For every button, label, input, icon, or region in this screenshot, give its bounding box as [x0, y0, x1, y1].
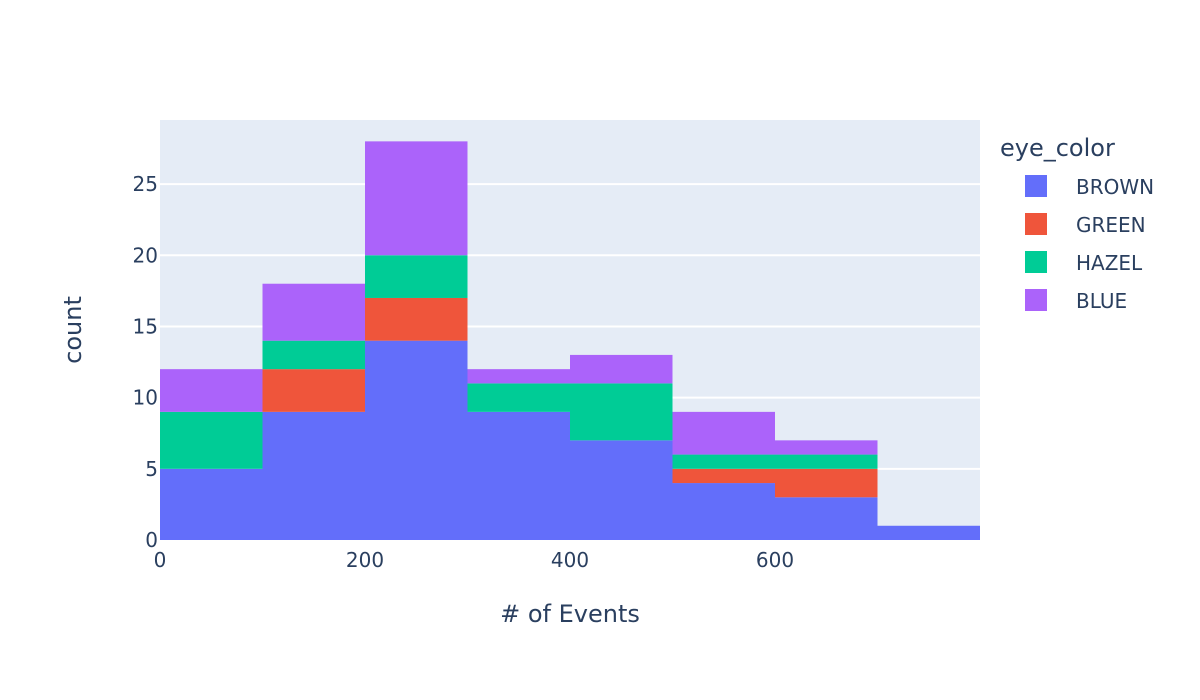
legend-label-green: GREEN — [1076, 213, 1146, 237]
y-tick-label-15: 15 — [133, 314, 158, 338]
bar-hazel-bin-6[interactable] — [775, 454, 878, 469]
bar-blue-bin-2[interactable] — [365, 141, 468, 256]
y-tick-label-25: 25 — [133, 172, 158, 196]
legend-item-blue[interactable]: BLUE — [1025, 289, 1127, 313]
bar-brown-bin-3[interactable] — [467, 411, 571, 540]
bar-blue-bin-6[interactable] — [775, 440, 878, 455]
bar-hazel-bin-5[interactable] — [672, 454, 776, 469]
bar-blue-bin-3[interactable] — [467, 369, 571, 384]
legend-swatch-blue — [1025, 289, 1047, 311]
bars — [160, 141, 980, 540]
bar-green-bin-6[interactable] — [775, 468, 878, 498]
bar-blue-bin-1[interactable] — [262, 283, 366, 341]
y-tick-label-5: 5 — [145, 457, 158, 481]
x-tick-label-0: 0 — [154, 548, 167, 572]
legend-items[interactable]: BROWN GREEN HAZEL BLUE — [1025, 175, 1154, 313]
bar-brown-bin-6[interactable] — [775, 497, 878, 540]
bar-hazel-bin-4[interactable] — [570, 383, 673, 441]
bar-green-bin-1[interactable] — [262, 369, 366, 412]
bar-blue-bin-0[interactable] — [160, 369, 263, 412]
x-tick-label-200: 200 — [346, 548, 384, 572]
bar-hazel-bin-0[interactable] — [160, 411, 263, 469]
bar-brown-bin-7[interactable] — [877, 525, 981, 540]
legend-item-brown[interactable]: BROWN — [1025, 175, 1154, 199]
x-axis-title: # of Events — [500, 600, 640, 628]
x-axis-ticks: 0 200 400 600 — [154, 548, 794, 572]
legend-label-brown: BROWN — [1076, 175, 1154, 199]
bar-hazel-bin-3[interactable] — [467, 383, 571, 412]
bar-brown-bin-4[interactable] — [570, 440, 673, 540]
y-tick-label-0: 0 — [145, 528, 158, 552]
bar-hazel-bin-1[interactable] — [262, 340, 366, 370]
bar-blue-bin-5[interactable] — [672, 411, 776, 455]
x-tick-label-600: 600 — [756, 548, 794, 572]
bar-green-bin-5[interactable] — [672, 468, 776, 484]
bar-brown-bin-1[interactable] — [262, 411, 366, 540]
bar-brown-bin-2[interactable] — [365, 340, 468, 540]
legend-swatch-brown — [1025, 175, 1047, 197]
bar-hazel-bin-2[interactable] — [365, 255, 468, 298]
y-tick-label-10: 10 — [133, 386, 158, 410]
bar-brown-bin-5[interactable] — [672, 483, 776, 540]
y-axis-title: count — [59, 296, 87, 364]
legend-swatch-hazel — [1025, 251, 1047, 273]
legend-label-hazel: HAZEL — [1076, 251, 1143, 275]
legend-title: eye_color — [1000, 134, 1115, 162]
y-tick-label-20: 20 — [133, 243, 158, 267]
y-axis-ticks: 0 5 10 15 20 25 — [133, 172, 158, 552]
legend[interactable]: eye_color BROWN GREEN HAZEL BLUE — [1000, 134, 1154, 313]
legend-label-blue: BLUE — [1076, 289, 1127, 313]
legend-swatch-green — [1025, 213, 1047, 235]
legend-item-hazel[interactable]: HAZEL — [1025, 251, 1143, 275]
bar-blue-bin-4[interactable] — [570, 354, 673, 384]
bar-brown-bin-0[interactable] — [160, 468, 263, 540]
bar-green-bin-2[interactable] — [365, 297, 468, 341]
x-tick-label-400: 400 — [551, 548, 589, 572]
legend-item-green[interactable]: GREEN — [1025, 213, 1146, 237]
